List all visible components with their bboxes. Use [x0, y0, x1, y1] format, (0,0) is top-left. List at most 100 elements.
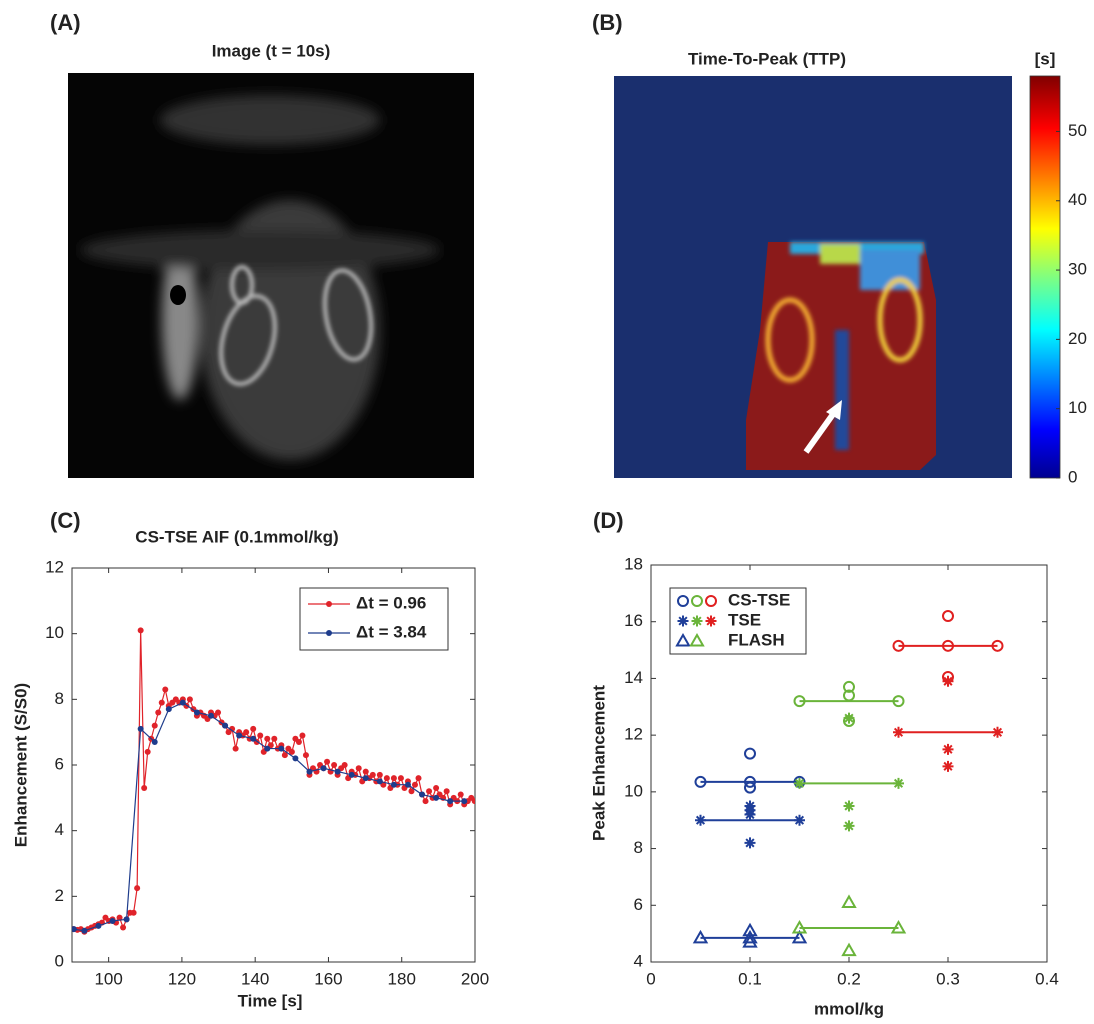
data-point [165, 706, 172, 713]
y-axis-label: Enhancement (S/S0) [11, 683, 30, 847]
data-point [411, 781, 418, 788]
data-point [116, 914, 123, 921]
x-axis-label: mmol/kg [814, 999, 884, 1018]
marker-circle [843, 689, 855, 702]
data-point [422, 798, 429, 805]
y-tick-label: 6 [634, 895, 643, 914]
marker-circle [991, 639, 1004, 652]
data-point [215, 709, 222, 716]
data-point [186, 696, 193, 703]
legend-marker [691, 595, 703, 607]
x-tick-label: 0 [646, 969, 655, 988]
marker-circle [942, 639, 954, 652]
data-point [306, 768, 313, 775]
marker-triangle [742, 929, 758, 944]
x-tick-label: 0.1 [738, 969, 762, 988]
data-point [341, 762, 348, 768]
mri-image [68, 73, 474, 478]
data-point [137, 627, 144, 634]
data-point [137, 725, 144, 732]
marker-triangle [689, 632, 705, 647]
legend-marker [705, 595, 717, 607]
x-tick-label: 160 [314, 969, 342, 988]
x-tick-label: 200 [461, 969, 489, 988]
x-tick-label: 120 [168, 969, 196, 988]
marker-star [744, 837, 756, 849]
y-tick-label: 16 [624, 611, 643, 630]
data-point [390, 775, 397, 782]
panel-label: (A) [50, 10, 81, 35]
legend-label: CS-TSE [728, 590, 790, 609]
legend-marker [705, 615, 717, 627]
marker-star [794, 814, 805, 826]
colorbar-tick-label: 0 [1068, 467, 1077, 486]
marker-star [942, 743, 954, 755]
data-point [130, 909, 137, 916]
y-tick-label: 4 [634, 951, 643, 970]
data-point [397, 775, 404, 782]
data-point [141, 784, 148, 791]
data-point [179, 699, 186, 706]
data-point [288, 748, 295, 755]
data-point [236, 732, 243, 739]
panel-title: Time-To-Peak (TTP) [688, 49, 846, 68]
y-tick-label: 10 [45, 623, 64, 642]
data-point [281, 752, 288, 759]
data-point [278, 745, 285, 752]
legend-label: Δt = 0.96 [356, 593, 426, 612]
marker-star [893, 726, 904, 738]
legend-marker [689, 632, 705, 647]
marker-triangle [791, 929, 808, 944]
marker-star [843, 712, 855, 724]
panel-label: (C) [50, 508, 81, 533]
data-point [271, 735, 278, 742]
plot-series [72, 627, 475, 935]
data-point [404, 781, 411, 788]
marker-triangle [692, 929, 709, 944]
marker-star [677, 615, 689, 627]
legend-marker [691, 615, 703, 627]
colorbar-tick-label: 20 [1068, 329, 1087, 348]
data-point [362, 775, 369, 782]
y-tick-label: 4 [55, 820, 64, 839]
y-tick-label: 12 [45, 557, 64, 576]
marker-circle [691, 595, 703, 607]
legend-marker [675, 632, 691, 647]
y-tick-label: 8 [634, 838, 643, 857]
legend-label: Δt = 3.84 [356, 622, 427, 641]
data-point [264, 735, 271, 742]
data-point [81, 927, 88, 934]
data-point [229, 725, 236, 732]
data-point [299, 732, 306, 739]
marker-star [843, 800, 855, 812]
data-point [376, 778, 383, 785]
legend-label: FLASH [728, 630, 785, 649]
marker-triangle [890, 919, 907, 934]
marker-star [843, 820, 855, 832]
data-point [207, 712, 214, 719]
data-point [415, 775, 422, 782]
data-point [151, 722, 158, 729]
data-point [120, 924, 127, 931]
y-tick-label: 10 [624, 781, 643, 800]
marker-star [942, 675, 954, 687]
marker-triangle [791, 919, 808, 934]
y-tick-label: 8 [55, 689, 64, 708]
marker-circle [744, 781, 756, 794]
data-point [383, 775, 390, 782]
data-point [193, 709, 200, 716]
data-point [390, 781, 397, 788]
x-tick-label: 0.4 [1035, 969, 1059, 988]
data-point [348, 771, 355, 778]
y-tick-label: 14 [624, 668, 643, 687]
data-point [408, 788, 415, 795]
data-point [447, 798, 454, 805]
data-point [376, 771, 383, 778]
x-tick-label: 180 [388, 969, 416, 988]
marker-circle [694, 775, 707, 788]
data-point [331, 762, 338, 768]
data-point [320, 765, 327, 772]
data-point [222, 722, 229, 729]
ttp-map [614, 75, 1061, 479]
